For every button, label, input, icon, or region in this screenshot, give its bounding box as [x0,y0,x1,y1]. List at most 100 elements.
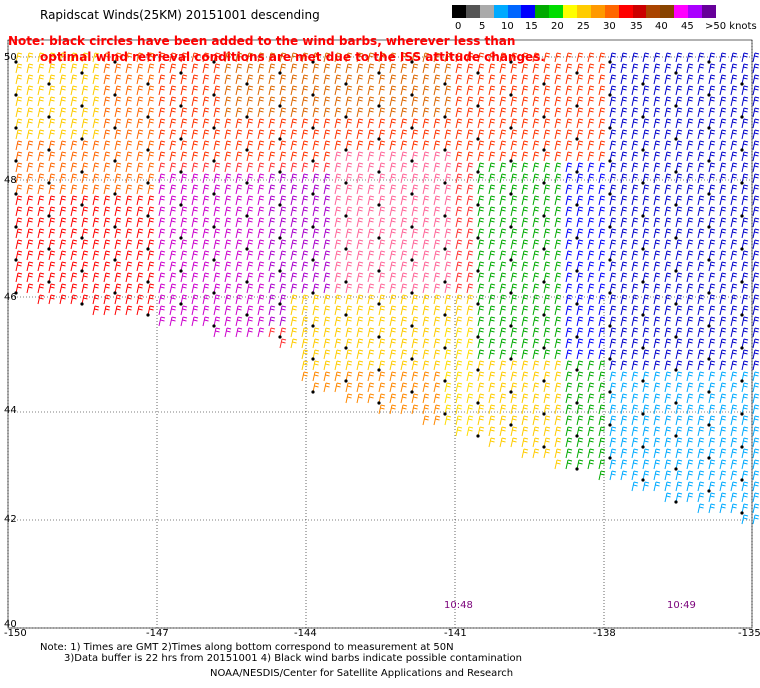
wind-barb [752,294,760,305]
wind-barb [620,459,628,470]
wind-barb [301,294,309,305]
wind-barb [631,382,639,393]
wind-barb [389,349,397,360]
wind-barb [37,96,45,107]
wind-barb [356,85,364,96]
wind-barb [730,195,738,206]
wind-barb [345,184,353,195]
scale-swatch [632,5,647,18]
wind-barb [521,107,529,118]
wind-barb [708,393,716,404]
wind-barb [147,261,155,272]
wind-barb [697,239,705,250]
wind-barb [532,85,540,96]
wind-barb [400,261,408,272]
wind-barb [356,338,364,349]
wind-barb [730,382,738,393]
wind-barb [554,349,562,360]
wind-barb [466,173,474,184]
wind-barb [653,184,661,195]
wind-barb [730,437,738,448]
wind-barb [92,261,100,272]
wind-barb [752,250,760,261]
wind-barb [125,195,133,206]
wind-barb [422,371,430,382]
wind-barb [103,305,111,316]
footer-note-1: Note: 1) Times are GMT 2)Times along bot… [40,642,454,653]
wind-barb [48,261,56,272]
wind-barb [707,448,716,460]
wind-barb [311,52,320,64]
wind-barb [14,283,23,295]
wind-barb [488,162,496,173]
wind-barb [741,459,749,470]
wind-barb [631,239,639,250]
wind-barb [345,283,353,294]
wind-barb [169,195,177,206]
wind-barb [400,228,408,239]
wind-barb [169,217,177,228]
wind-barb [213,195,221,206]
wind-barb [367,173,375,184]
wind-barb [598,371,606,382]
wind-barb [707,283,716,295]
wind-barb [377,327,386,339]
wind-barb [631,261,639,272]
wind-barb [59,52,67,63]
wind-barb [730,118,738,129]
wind-barb [686,228,694,239]
wind-barb [26,228,34,239]
wind-barb [686,294,694,305]
wind-barb [719,448,727,459]
wind-barb [334,184,342,195]
wind-barb [554,107,562,118]
scale-swatch [535,5,550,18]
wind-barb [576,173,584,184]
wind-barb [301,217,309,228]
wind-barb [290,228,298,239]
wind-barb [488,404,496,415]
wind-barb [752,107,760,118]
wind-barb [411,272,419,283]
wind-barb [752,96,760,107]
wind-barb [279,206,287,217]
wind-barb [202,272,210,283]
wind-barb [664,151,672,162]
wind-barb [202,217,210,228]
wind-barb [389,272,397,283]
wind-barb [356,327,364,338]
wind-barb [476,261,485,273]
wind-barb [246,85,254,96]
wind-barb [466,294,474,305]
time-label: 10:49 [667,600,696,611]
wind-barb [268,206,276,217]
wind-barb [488,283,496,294]
wind-barb [521,437,529,448]
wind-barb [26,272,34,283]
wind-barb [422,261,430,272]
wind-barb [608,118,617,130]
wind-barb [356,162,364,173]
wind-barb [422,118,430,129]
wind-barb [356,129,364,140]
footer-credit: NOAA/NESDIS/Center for Satellite Applica… [210,668,514,679]
wind-barb [212,151,221,163]
wind-barb [356,316,364,327]
wind-barb [290,52,298,63]
wind-barb [26,239,34,250]
wind-barb [697,426,705,437]
wind-barb [103,63,111,74]
wind-barb [444,415,452,426]
wind-barb [444,261,452,272]
wind-barb [444,85,452,96]
wind-barb [532,272,540,283]
wind-barb [565,107,573,118]
wind-barb [356,349,364,360]
wind-barb [476,162,485,174]
wind-barb [400,140,408,151]
wind-barb [576,382,584,393]
wind-barb [598,349,606,360]
wind-barb [389,239,397,250]
wind-barb [499,250,507,261]
wind-barb [92,272,100,283]
